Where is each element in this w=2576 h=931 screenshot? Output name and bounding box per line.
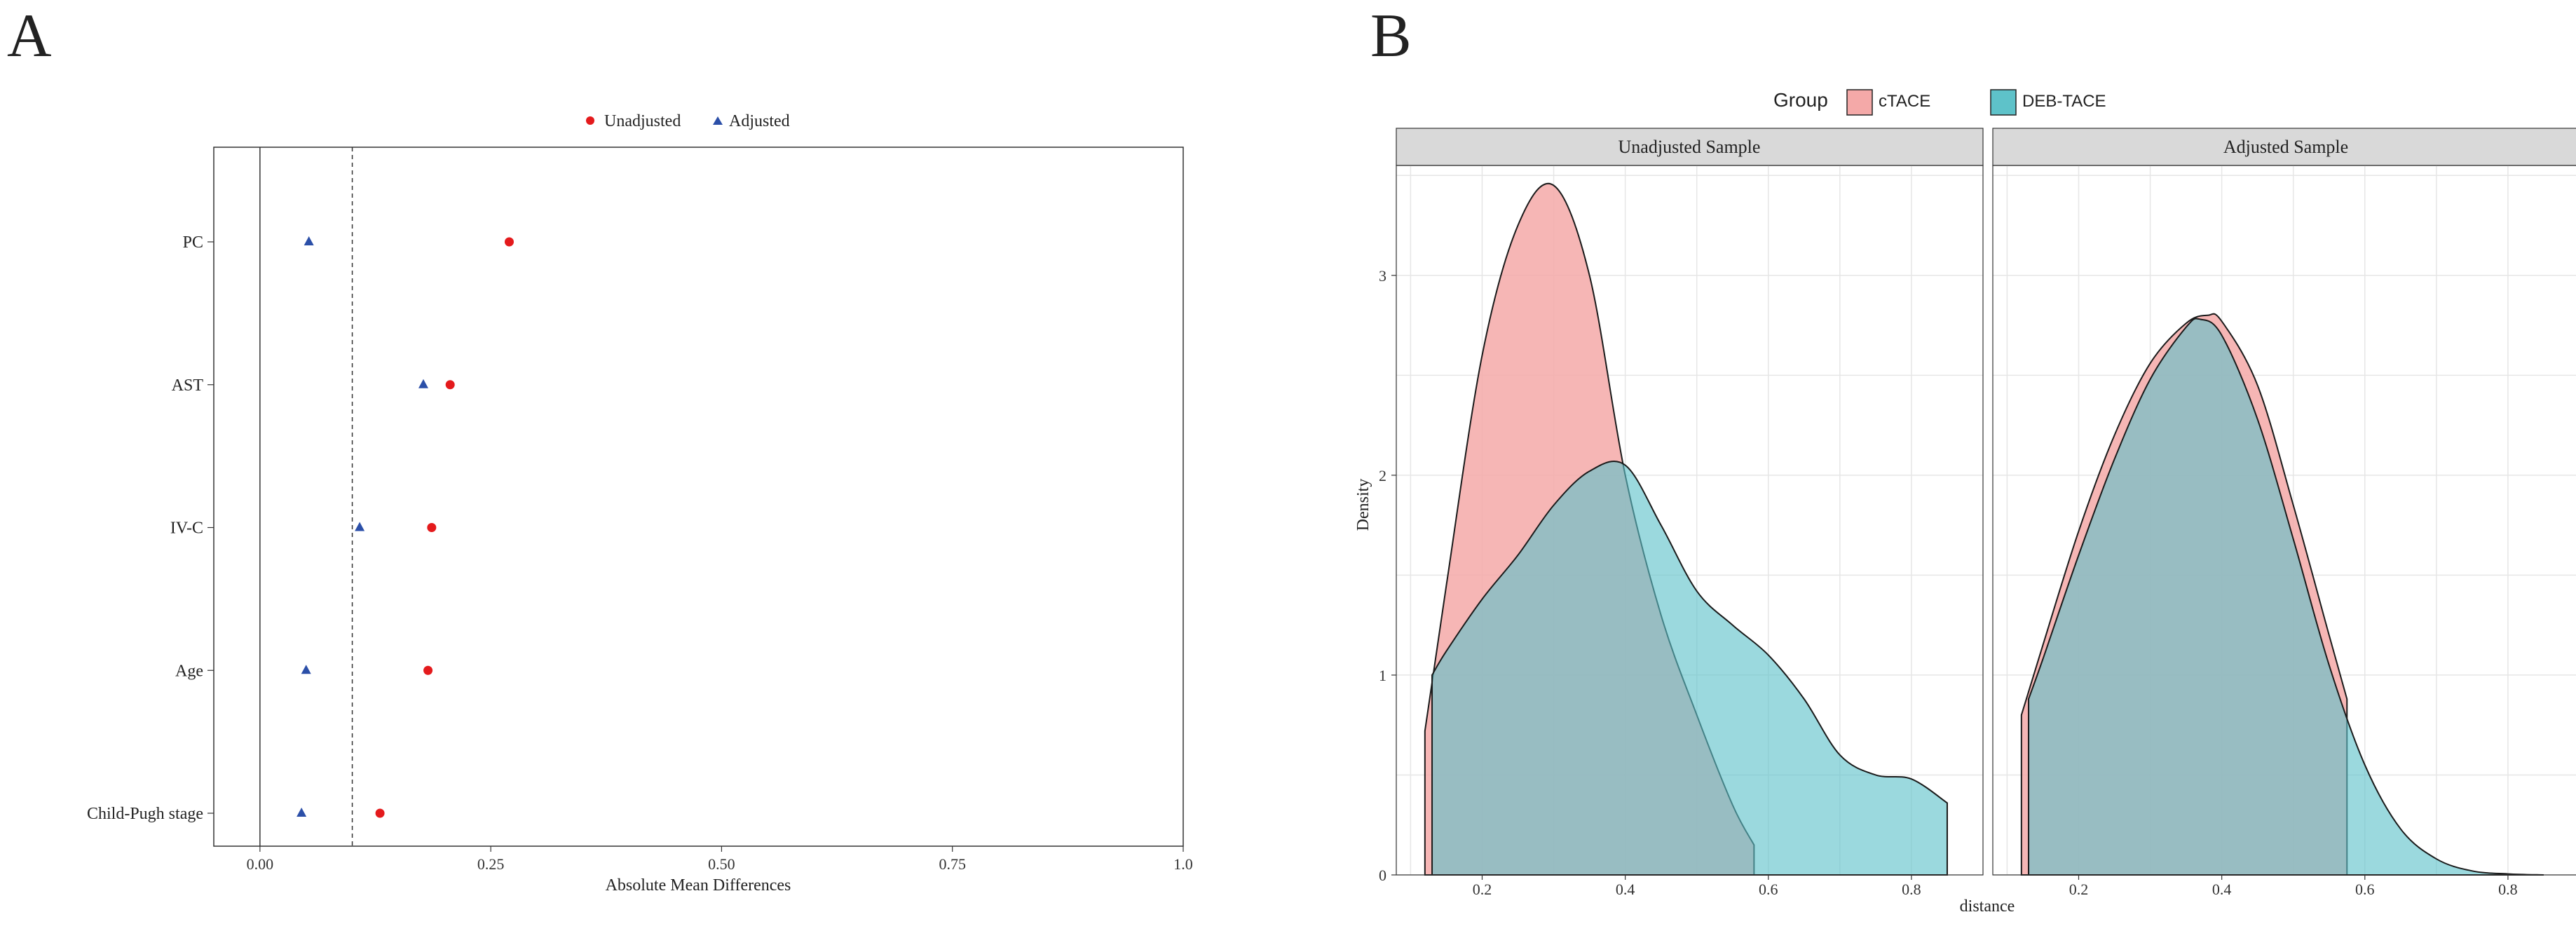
legend-unadjusted-label: Unadjusted xyxy=(604,112,681,130)
love-plot-points xyxy=(297,236,514,818)
legend-ctace-label: cTACE xyxy=(1879,92,1930,111)
facet-unadjusted-sample: 0.2 0.4 0.6 0.8 xyxy=(1396,165,1984,898)
x-tick-label: 0.6 xyxy=(2355,881,2375,898)
y-tick-label: 2 xyxy=(1379,467,1386,484)
unadjusted-point xyxy=(445,380,455,390)
facet-label-unadjusted: Unadjusted Sample xyxy=(1618,137,1761,157)
deb-tace-density-area xyxy=(1431,461,1948,876)
adjusted-point xyxy=(304,236,314,245)
x-tick-label: 0.6 xyxy=(1759,881,1778,898)
x-tick-label: 1.0 xyxy=(1173,855,1193,873)
unadjusted-point xyxy=(375,808,385,818)
unadjusted-point xyxy=(504,237,514,247)
covariate-label: PC xyxy=(183,233,203,252)
y-tick-label: 0 xyxy=(1379,867,1386,884)
panel-b-legend: Group cTACE DEB-TACE xyxy=(1773,89,2106,116)
unadjusted-point xyxy=(427,523,437,532)
x-tick-label: 0.2 xyxy=(2069,881,2089,898)
panel-a-x-axis: 0.00 0.25 0.50 0.75 1.0 xyxy=(247,846,1193,873)
facet-border xyxy=(1396,165,1984,876)
facet-adjusted-sample: 0.2 0.4 0.6 0.8 xyxy=(1992,165,2576,898)
x-tick-label: 0.50 xyxy=(708,855,735,873)
panel-a-plot-border xyxy=(213,147,1184,847)
panel-b-x-axis-title: distance xyxy=(1960,897,2015,916)
legend-deb-tace-label: DEB-TACE xyxy=(2022,92,2106,111)
panel-a-letter: A xyxy=(7,2,52,70)
x-tick-label: 0.75 xyxy=(939,855,966,873)
covariate-labels: PC AST IV-C Age Child-Pugh stage xyxy=(87,233,214,823)
facet-strip-unadjusted xyxy=(1396,128,1984,166)
legend-adjusted-label: Adjusted xyxy=(729,112,790,130)
x-tick-label: 0.8 xyxy=(1902,881,1921,898)
panel-a-x-axis-title: Absolute Mean Differences xyxy=(606,876,791,895)
facet-label-adjusted: Adjusted Sample xyxy=(2223,137,2348,157)
x-tick-label: 0.8 xyxy=(2498,881,2518,898)
x-tick-label: 0.25 xyxy=(477,855,505,873)
adjusted-point xyxy=(355,522,365,531)
x-tick-label: 0.00 xyxy=(247,855,274,873)
adjusted-point xyxy=(418,379,428,388)
panel-b-y-axis-title: Density xyxy=(1354,479,1372,531)
love-plot-panel: A Unadjusted Adjusted PC AST IV-C Age Child-… xyxy=(7,2,1193,895)
density-plot-panel: B Group cTACE DEB-TACE Unadjusted Sample… xyxy=(1354,2,2576,916)
y-tick-label: 3 xyxy=(1379,267,1386,285)
adjusted-point xyxy=(297,808,307,817)
legend-deb-tace-swatch xyxy=(1990,89,2017,116)
covariate-label: AST xyxy=(172,376,204,395)
y-tick-label: 1 xyxy=(1379,667,1386,684)
covariate-label: Age xyxy=(175,662,203,680)
legend-ctace-swatch xyxy=(1846,89,1873,116)
legend-group-title: Group xyxy=(1773,89,1828,111)
unadjusted-point xyxy=(423,665,433,675)
legend-adjusted-marker xyxy=(713,116,723,125)
x-tick-label: 0.4 xyxy=(2212,881,2232,898)
covariate-label: Child-Pugh stage xyxy=(87,805,203,823)
adjusted-point xyxy=(301,665,311,674)
facet-border xyxy=(1992,165,2576,876)
panel-a-legend: Unadjusted Adjusted xyxy=(586,112,790,130)
panel-b-letter: B xyxy=(1370,2,1412,70)
legend-unadjusted-marker xyxy=(586,116,594,125)
covariate-label: IV-C xyxy=(170,519,203,538)
x-tick-label: 0.4 xyxy=(1616,881,1635,898)
panel-b-y-axis: 0 1 2 3 xyxy=(1379,267,1396,884)
deb-tace-density-area xyxy=(2028,318,2544,876)
x-tick-label: 0.2 xyxy=(1473,881,1492,898)
